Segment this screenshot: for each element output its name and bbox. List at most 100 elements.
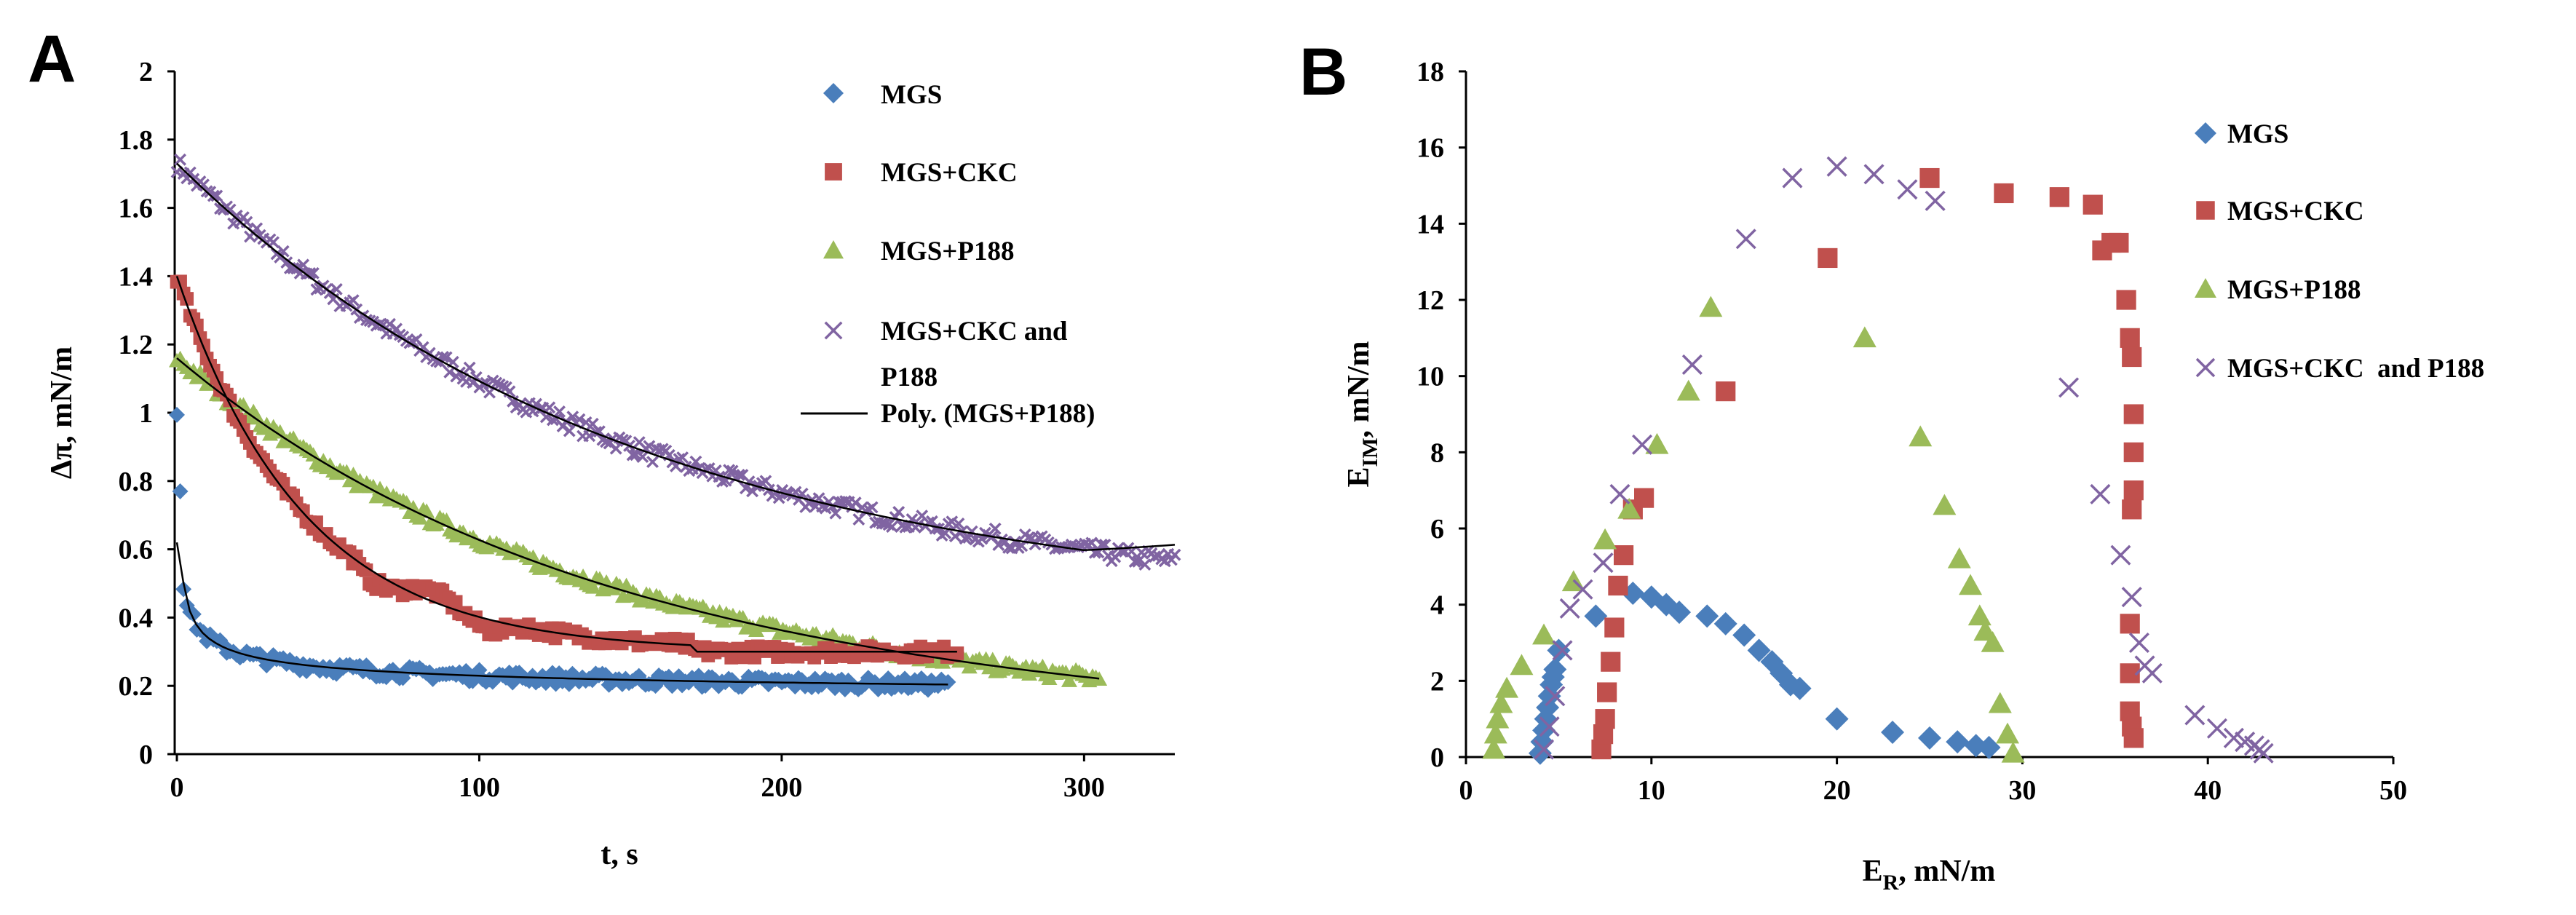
data-point [1782, 167, 1803, 189]
data-point [1632, 434, 1653, 455]
y-tick-label: 1.4 [119, 261, 154, 292]
data-point [1609, 483, 1630, 504]
data-point [2001, 741, 2025, 763]
data-point [952, 517, 965, 530]
data-point [1138, 558, 1152, 571]
data-point [1085, 536, 1098, 550]
series-mgs-ckc [170, 274, 964, 665]
data-point [1747, 638, 1771, 662]
data-point [169, 406, 185, 423]
data-point [310, 283, 323, 296]
data-point [1593, 528, 1617, 550]
data-point [689, 455, 702, 468]
x-tick-label: 100 [459, 772, 500, 803]
series-mgs-ckc [1591, 167, 2144, 760]
data-point [732, 468, 745, 481]
panel-b-x-title-sub: R [1883, 871, 1899, 895]
data-point [1482, 737, 1506, 759]
panel-b-y-title-main: E [1342, 467, 1376, 487]
data-point [1676, 379, 1700, 401]
panel-a-y-axis-title: Δπ, mN/m [45, 346, 79, 479]
data-point [1597, 682, 1617, 702]
panel-b-x-ticks: 0 10 20 30 40 50 [1459, 757, 2407, 806]
data-point [1095, 538, 1108, 551]
data-point [1994, 183, 2014, 204]
data-point [1668, 601, 1692, 625]
data-point [309, 515, 323, 529]
data-point [384, 317, 396, 330]
data-point [1634, 488, 1654, 508]
data-point [1128, 555, 1141, 568]
data-point [1593, 552, 1614, 574]
legend-marker-shape [823, 83, 844, 103]
panel-a-plot-area [169, 153, 1181, 698]
data-point [1981, 631, 2005, 652]
trendline-mgs [175, 542, 948, 686]
legend-marker-mgs-ckc [2196, 201, 2215, 220]
data-point [1681, 354, 1703, 376]
data-point [865, 501, 879, 514]
panel-b-y-axis-title-group: EIM, mN/m [1342, 341, 1382, 487]
y-tick-label: 10 [1416, 362, 1444, 392]
panel-b-plot-area [1482, 156, 2274, 765]
data-point [1881, 720, 1905, 744]
data-point [1732, 623, 1756, 647]
panel-a-x-ticks: 0 100 200 300 [170, 754, 1105, 803]
data-point [1788, 676, 1812, 700]
data-point [726, 464, 739, 478]
y-tick-label: 14 [1416, 209, 1444, 239]
data-point [1495, 676, 1519, 698]
data-point [183, 166, 197, 179]
data-point [2121, 587, 2142, 608]
y-tick-label: 18 [1416, 57, 1444, 87]
legend-label-trendline: Poly. (MGS+P188) [881, 399, 1095, 429]
data-point [172, 483, 189, 499]
data-point [886, 520, 898, 533]
data-point [1584, 604, 1608, 628]
data-point [1559, 598, 1580, 619]
data-point [1613, 545, 1634, 566]
legend-marker-mgs-ckc-and-p188 [2195, 357, 2216, 378]
data-point [1818, 247, 1838, 269]
series-mgs-ckc-and-p188 [170, 153, 1181, 571]
data-point [2128, 632, 2149, 654]
data-point [618, 577, 635, 593]
data-point [2049, 187, 2069, 207]
legend-marker-mgs-ckc [825, 163, 842, 181]
panel-a: A 0 0.2 0.4 0.6 0.8 1 1.2 1.4 1.6 1.8 2 0 100 200 300… [28, 22, 1181, 871]
data-point [849, 496, 862, 510]
data-point [2122, 346, 2142, 368]
legend-marker-shape [825, 163, 842, 181]
data-point [240, 215, 253, 229]
data-point [2123, 728, 2144, 748]
data-point [2123, 404, 2144, 424]
data-point [609, 442, 622, 455]
series-mgs-p188 [1482, 296, 2025, 763]
series-mgs-ckc-and-p188 [1533, 156, 2274, 764]
data-point [1483, 722, 1507, 744]
data-point [643, 440, 656, 453]
data-point [1617, 497, 1641, 519]
x-tick-label: 0 [1459, 775, 1473, 806]
x-tick-label: 50 [2379, 775, 2407, 806]
data-point [1825, 707, 1849, 731]
data-point [676, 451, 689, 464]
data-point [210, 189, 223, 202]
y-tick-label: 1.2 [119, 330, 154, 360]
data-point [636, 451, 649, 464]
y-tick-label: 2 [139, 57, 153, 87]
data-point [1168, 548, 1181, 561]
x-tick-label: 200 [761, 772, 802, 803]
data-point [2123, 442, 2144, 462]
legend-marker-shape [2196, 201, 2215, 220]
data-point [1510, 654, 1534, 676]
data-point [1713, 611, 1737, 635]
data-point [988, 522, 1002, 535]
data-point [626, 448, 639, 462]
data-point [1601, 651, 1621, 672]
data-point [584, 579, 601, 594]
legend-label-p188: P188 [881, 363, 938, 392]
legend-label-mgs-ckc: MGS+CKC [2227, 197, 2364, 226]
